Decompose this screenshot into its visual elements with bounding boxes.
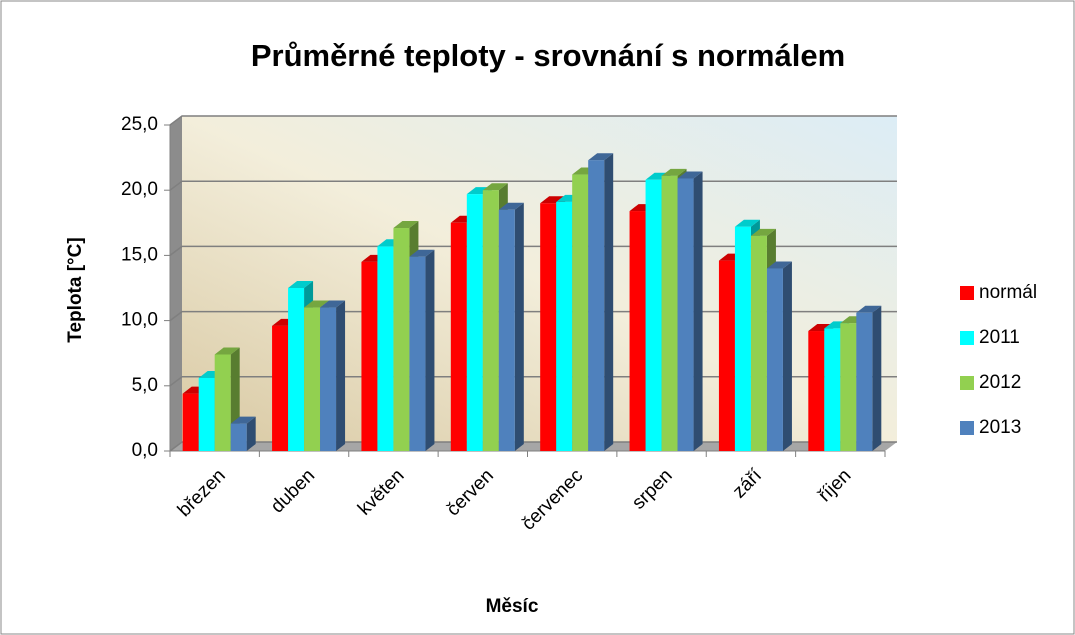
bar bbox=[645, 179, 662, 451]
legend-swatch bbox=[960, 331, 974, 345]
legend-label: normál bbox=[979, 282, 1037, 303]
bar-top bbox=[498, 202, 524, 210]
bar bbox=[498, 209, 515, 451]
bar-side bbox=[246, 416, 256, 451]
bar bbox=[840, 323, 857, 451]
bar bbox=[198, 377, 215, 451]
bar bbox=[540, 203, 557, 451]
bar-top bbox=[288, 281, 314, 288]
bar bbox=[377, 246, 394, 451]
bar bbox=[766, 268, 783, 451]
back-wall bbox=[182, 116, 897, 442]
bar-top bbox=[393, 221, 419, 229]
bar bbox=[661, 175, 678, 451]
bar bbox=[466, 194, 483, 451]
chart-title: Průměrné teploty - srovnání s normálem bbox=[251, 38, 845, 73]
bar bbox=[734, 226, 751, 451]
bar bbox=[588, 160, 605, 451]
bar-top bbox=[677, 171, 703, 179]
bar-top bbox=[214, 347, 240, 355]
bar-top bbox=[661, 168, 687, 176]
bar bbox=[482, 190, 499, 451]
bar-top bbox=[482, 183, 508, 191]
bar bbox=[272, 325, 289, 451]
bar bbox=[572, 174, 589, 451]
bar-side bbox=[604, 153, 614, 451]
y-axis-title: Teplota [°C] bbox=[65, 237, 86, 342]
legend-swatch bbox=[960, 421, 974, 435]
bar bbox=[824, 328, 841, 451]
bar-top bbox=[750, 228, 776, 236]
bar bbox=[450, 222, 467, 451]
floor bbox=[170, 442, 897, 451]
bar bbox=[856, 312, 873, 451]
bar-side bbox=[425, 249, 435, 451]
y-tick-label: 0,0 bbox=[132, 440, 158, 461]
bar-top bbox=[766, 261, 792, 269]
y-tick-label: 10,0 bbox=[121, 310, 158, 331]
bar bbox=[677, 178, 694, 452]
grid-line bbox=[169, 115, 897, 126]
bar bbox=[214, 354, 231, 451]
bar-side bbox=[872, 305, 882, 451]
bar bbox=[304, 307, 321, 451]
bar-side bbox=[514, 202, 524, 451]
bar bbox=[409, 256, 426, 451]
bar bbox=[556, 201, 573, 451]
legend-label: 2012 bbox=[979, 372, 1021, 393]
legend-swatch bbox=[960, 286, 974, 300]
bar bbox=[320, 307, 337, 451]
bar bbox=[718, 260, 735, 451]
bar-top bbox=[304, 300, 330, 308]
bar bbox=[288, 288, 305, 451]
bar-side bbox=[336, 300, 346, 451]
side-wall bbox=[170, 116, 182, 451]
legend-label: 2011 bbox=[979, 327, 1020, 348]
bar bbox=[808, 331, 825, 451]
bar-top bbox=[540, 196, 566, 204]
y-tick-label: 20,0 bbox=[121, 179, 158, 200]
y-tick-label: 15,0 bbox=[121, 244, 158, 265]
y-tick-label: 25,0 bbox=[121, 114, 158, 135]
bar bbox=[629, 211, 646, 451]
x-axis-title: Měsíc bbox=[486, 596, 539, 617]
bar bbox=[182, 393, 199, 451]
y-tick-label: 5,0 bbox=[132, 375, 158, 396]
bar bbox=[750, 235, 767, 451]
bar-top bbox=[588, 153, 614, 161]
bar-top bbox=[230, 416, 256, 424]
bar-side bbox=[782, 261, 792, 451]
bar bbox=[393, 228, 410, 451]
bar-top bbox=[808, 324, 834, 332]
bar-top bbox=[409, 249, 435, 257]
bar bbox=[361, 261, 378, 451]
bar bbox=[230, 423, 247, 451]
bar-side bbox=[693, 171, 703, 452]
bar-top bbox=[734, 219, 760, 227]
legend-swatch bbox=[960, 376, 974, 390]
bar-top bbox=[856, 305, 882, 313]
bar-top bbox=[320, 300, 346, 308]
legend-label: 2013 bbox=[979, 417, 1021, 438]
